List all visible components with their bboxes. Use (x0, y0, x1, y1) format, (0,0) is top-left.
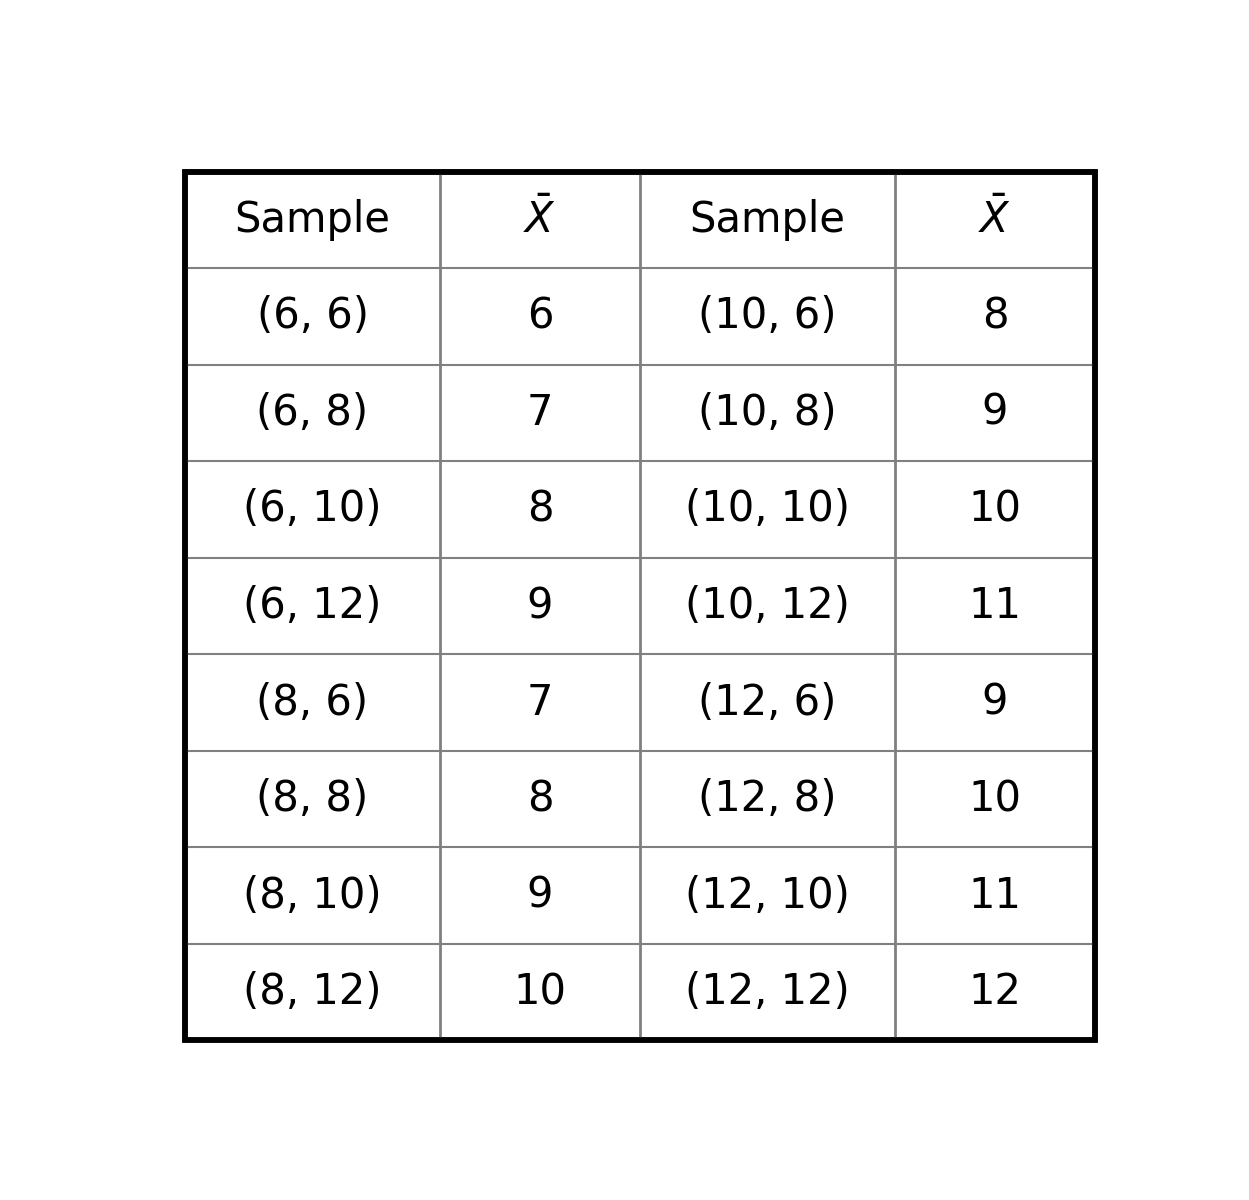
Text: 12: 12 (968, 971, 1022, 1013)
Text: (10, 8): (10, 8) (698, 392, 837, 434)
Text: (6, 10): (6, 10) (244, 488, 382, 530)
Text: 8: 8 (527, 778, 553, 820)
Text: (10, 12): (10, 12) (684, 586, 849, 628)
Text: (12, 12): (12, 12) (686, 971, 849, 1013)
Text: 11: 11 (968, 586, 1022, 628)
Text: 8: 8 (982, 295, 1008, 337)
Text: (6, 12): (6, 12) (244, 586, 382, 628)
Text: 9: 9 (527, 586, 553, 628)
Text: (6, 6): (6, 6) (256, 295, 368, 337)
Text: Sample: Sample (235, 199, 391, 241)
Text: (8, 12): (8, 12) (244, 971, 382, 1013)
Text: 7: 7 (527, 392, 553, 434)
Text: $\bar{X}$: $\bar{X}$ (523, 198, 557, 241)
Text: (12, 8): (12, 8) (698, 778, 837, 820)
Text: 10: 10 (513, 971, 567, 1013)
Text: 9: 9 (982, 682, 1008, 724)
Text: $\bar{X}$: $\bar{X}$ (978, 198, 1012, 241)
Text: (8, 6): (8, 6) (256, 682, 368, 724)
Text: (12, 10): (12, 10) (684, 875, 849, 917)
Text: (6, 8): (6, 8) (256, 392, 368, 434)
Text: 9: 9 (527, 875, 553, 917)
Text: 6: 6 (527, 295, 553, 337)
Text: (8, 8): (8, 8) (256, 778, 368, 820)
Text: (10, 6): (10, 6) (698, 295, 837, 337)
Text: 11: 11 (968, 875, 1022, 917)
Text: 7: 7 (527, 682, 553, 724)
Text: (12, 6): (12, 6) (698, 682, 837, 724)
Text: 9: 9 (982, 392, 1008, 434)
Text: Sample: Sample (689, 199, 846, 241)
Text: 8: 8 (527, 488, 553, 530)
Text: (10, 10): (10, 10) (684, 488, 851, 530)
Text: 10: 10 (968, 778, 1022, 820)
Text: (8, 10): (8, 10) (244, 875, 382, 917)
Text: 10: 10 (968, 488, 1022, 530)
